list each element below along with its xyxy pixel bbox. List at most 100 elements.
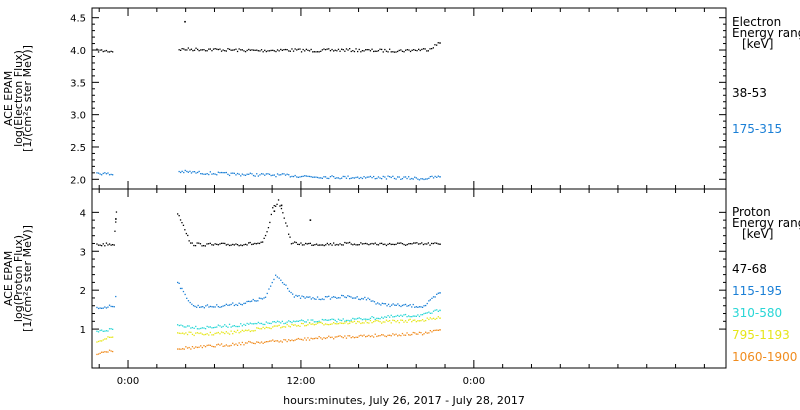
data-point — [244, 51, 247, 53]
data-point — [235, 243, 237, 245]
data-point — [379, 318, 381, 320]
data-point — [384, 316, 386, 318]
data-point — [97, 340, 100, 343]
data-point — [404, 320, 407, 322]
data-point — [108, 349, 111, 351]
data-point — [428, 311, 430, 313]
data-point — [429, 48, 431, 50]
data-point — [230, 244, 232, 246]
data-point — [397, 176, 399, 178]
data-point — [373, 50, 375, 53]
data-point — [429, 176, 431, 178]
data-point — [292, 242, 294, 244]
data-point — [331, 318, 333, 320]
data-point — [361, 177, 364, 180]
data-point — [252, 174, 255, 177]
data-point — [189, 301, 191, 304]
data-point — [376, 243, 378, 246]
y-tick-label: 3 — [80, 247, 86, 258]
data-point — [316, 296, 319, 298]
data-point — [184, 20, 186, 23]
data-point — [408, 319, 410, 321]
data-point — [429, 330, 431, 332]
data-point — [360, 334, 362, 336]
data-point — [386, 305, 388, 307]
data-point — [297, 324, 299, 327]
data-point — [292, 175, 295, 178]
data-point — [275, 340, 277, 342]
data-point — [224, 50, 226, 52]
data-point — [196, 306, 198, 308]
data-point — [371, 242, 373, 245]
data-point — [342, 244, 344, 246]
data-point — [414, 315, 416, 317]
data-point — [178, 170, 180, 173]
data-point — [251, 323, 253, 325]
data-point — [389, 48, 391, 50]
data-point — [339, 178, 341, 180]
data-point — [219, 325, 221, 327]
data-point — [404, 334, 407, 336]
data-point — [252, 330, 255, 332]
data-point — [243, 330, 245, 332]
data-point — [437, 292, 439, 294]
data-point — [228, 244, 231, 247]
data-point — [115, 295, 117, 298]
data-point — [377, 320, 380, 322]
data-point — [200, 332, 202, 334]
data-point — [379, 177, 381, 179]
data-point — [220, 171, 223, 174]
data-point — [288, 174, 290, 176]
data-point — [199, 306, 201, 308]
data-point — [350, 177, 352, 179]
data-point — [422, 243, 425, 246]
data-point — [397, 50, 399, 53]
data-point — [300, 51, 303, 53]
data-point — [363, 50, 365, 52]
data-point — [102, 50, 104, 53]
data-point — [329, 50, 332, 52]
legend-entry: 795-1193 — [732, 328, 790, 342]
data-point — [431, 48, 433, 50]
data-point — [186, 347, 189, 349]
data-point — [400, 49, 402, 51]
data-point — [334, 323, 336, 325]
data-point — [240, 49, 242, 51]
data-point — [289, 321, 291, 323]
data-point — [408, 176, 410, 178]
data-point — [190, 348, 192, 350]
data-point — [193, 244, 195, 247]
data-point — [429, 244, 431, 246]
data-point — [412, 303, 414, 306]
legend-entry: 175-315 — [732, 122, 782, 136]
data-point — [400, 305, 402, 308]
data-point — [377, 317, 380, 320]
data-point — [243, 344, 245, 346]
data-point — [299, 320, 301, 322]
data-point — [212, 173, 215, 175]
data-point — [439, 317, 441, 319]
data-point — [424, 243, 426, 245]
data-point — [204, 173, 207, 175]
data-point — [289, 340, 291, 342]
data-point — [307, 337, 309, 339]
data-point — [323, 244, 325, 247]
data-point — [291, 339, 293, 341]
data-point — [257, 50, 259, 52]
data-point — [349, 241, 351, 244]
data-point — [278, 324, 280, 326]
data-point — [214, 173, 216, 175]
data-point — [398, 334, 400, 336]
data-point — [390, 314, 392, 316]
data-point — [300, 322, 303, 325]
data-point — [214, 346, 216, 348]
data-point — [434, 309, 436, 311]
data-point — [264, 341, 266, 343]
data-point — [379, 335, 381, 337]
data-point — [366, 318, 368, 321]
data-point — [316, 176, 319, 179]
data-point — [228, 323, 231, 325]
data-point — [349, 178, 351, 180]
data-point — [220, 306, 223, 308]
data-point — [246, 322, 248, 325]
